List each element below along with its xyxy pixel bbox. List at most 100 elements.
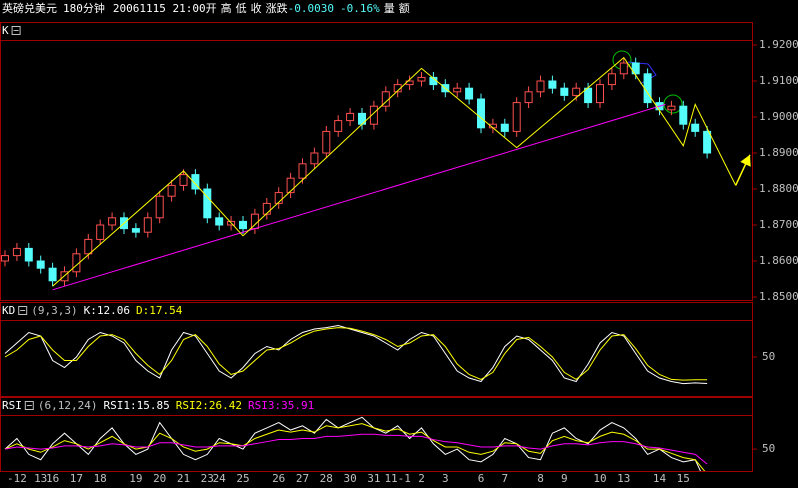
field-name: 高	[221, 1, 232, 15]
field-name: 额	[399, 2, 410, 15]
candle-body	[524, 91, 533, 104]
candle-body	[643, 73, 652, 104]
candle-body	[548, 80, 557, 89]
candle-body	[453, 87, 462, 93]
candle-body	[500, 123, 509, 132]
y-tick-label: 1.8600	[759, 254, 798, 267]
field-value: -0.16%	[340, 2, 380, 15]
candle-body	[286, 177, 295, 194]
collapse-icon	[18, 306, 28, 315]
collapse-icon	[24, 401, 34, 410]
candle-body	[96, 224, 105, 240]
legend-name: RSI2:	[176, 399, 209, 412]
panel-legend: RSI (6,12,24) RSI1:15.85 RSI2:26.42 RSI3:35.…	[2, 399, 314, 412]
x-tick-label: 28	[320, 472, 333, 485]
y-tick-label: 1.9000	[759, 110, 798, 123]
y-tick-label: 1.9200	[759, 38, 798, 51]
legend-name: RSI3:	[248, 399, 281, 412]
candle-body	[334, 120, 343, 132]
candle-body	[536, 80, 545, 93]
trend-line	[52, 56, 737, 287]
instrument: 英磅兑美元	[2, 1, 57, 15]
candle-body	[572, 87, 581, 96]
x-tick-label: 23	[201, 472, 214, 485]
candle-body	[12, 247, 21, 257]
y-tick-label: 1.8500	[759, 290, 798, 303]
candle-body	[239, 220, 247, 230]
trend-line	[52, 103, 666, 291]
candle-body	[24, 247, 33, 262]
candle-body	[596, 84, 604, 104]
candle-body	[84, 238, 93, 255]
x-tick-label: 25	[236, 472, 249, 485]
panel-legend: K	[2, 24, 9, 37]
series-line	[4, 433, 708, 465]
x-tick-label: 26	[272, 472, 285, 485]
x-tick-label: 8	[537, 472, 544, 485]
field-name: 涨跌	[266, 1, 288, 15]
x-tick-label: 31	[367, 472, 380, 485]
field-name: 开	[206, 2, 217, 15]
legend-value: 35.91	[281, 399, 314, 412]
legend-name: K:	[84, 304, 97, 317]
panel-frame	[0, 302, 753, 397]
candle-body	[1, 255, 9, 262]
arrow-head	[740, 154, 751, 167]
candle-body	[512, 102, 521, 132]
candle-body	[322, 130, 331, 154]
panel-subtitle: (6,12,24)	[38, 399, 98, 412]
candle-body	[167, 184, 176, 197]
lines	[4, 324, 708, 385]
candle-body	[215, 217, 224, 226]
x-tick-label: 2	[418, 472, 425, 485]
candles	[1, 57, 712, 287]
candle-body	[298, 163, 307, 179]
candle-body	[393, 84, 402, 93]
panel-title: KD	[2, 304, 15, 317]
header: 英磅兑美元 180分钟 20061115 21:00开高低收涨跌-0.0030 -0.…	[2, 1, 410, 15]
x-tick-label: 15	[677, 472, 690, 485]
x-tick-label: 14	[653, 472, 667, 485]
x-tick-label: 13	[617, 472, 630, 485]
candle-body	[667, 105, 676, 111]
legend-value: 17.54	[149, 304, 182, 317]
candle-body	[108, 217, 117, 226]
candle-body	[179, 174, 188, 186]
candle-body	[131, 228, 140, 233]
x-tick-label: 30	[343, 472, 356, 485]
x-tick-label: 11-1	[384, 472, 411, 485]
candle-body	[560, 87, 569, 96]
field-value: -0.0030	[288, 2, 334, 15]
y-tick-label: 50	[762, 442, 775, 455]
x-tick-label: 27	[296, 472, 309, 485]
x-tick-label: 18	[94, 472, 107, 485]
panel-title: K	[2, 24, 9, 37]
field-name: 量	[384, 2, 395, 15]
y-tick-label: 1.9100	[759, 74, 798, 87]
y-tick-label: 1.8700	[759, 218, 798, 231]
candle-body	[691, 123, 700, 132]
lines	[4, 416, 708, 471]
x-tick-label: 9	[561, 472, 568, 485]
x-tick-label: 17	[70, 472, 83, 485]
x-tick-label: 24	[213, 472, 227, 485]
series-line	[4, 324, 708, 385]
candle-body	[143, 217, 152, 233]
x-tick-label: 13	[34, 472, 47, 485]
x-tick-label: 7	[501, 472, 508, 485]
y-tick-label: 1.8900	[759, 146, 798, 159]
candle-body	[607, 73, 616, 86]
y-tick-label: 50	[762, 350, 775, 363]
x-tick-label: 21	[177, 472, 190, 485]
legend-value: 15.85	[137, 399, 170, 412]
x-tick-label: 16	[46, 472, 59, 485]
series-line	[4, 327, 708, 381]
candle-body	[155, 195, 164, 219]
candle-body	[584, 87, 593, 104]
x-tick-label: 20	[153, 472, 166, 485]
x-tick-label: 19	[129, 472, 142, 485]
field-name: 低	[236, 2, 247, 15]
x-tick-label: 6	[478, 472, 485, 485]
